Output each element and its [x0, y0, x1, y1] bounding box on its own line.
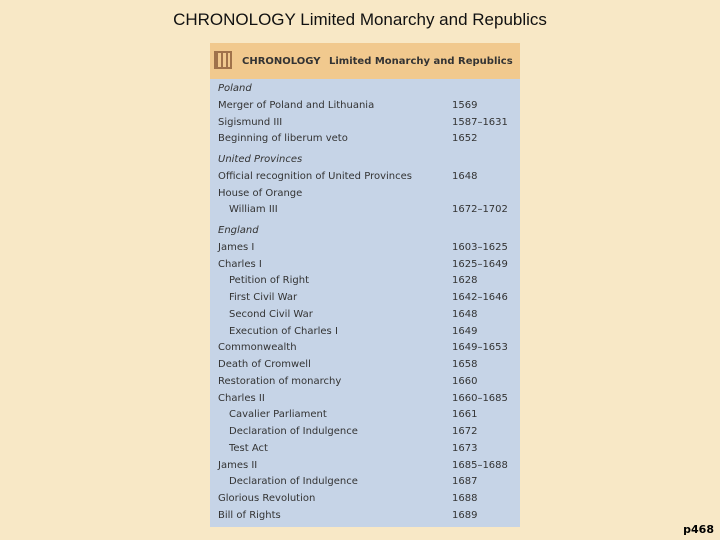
event: Execution of Charles I — [229, 325, 338, 337]
event: Declaration of Indulgence — [229, 476, 358, 488]
date: 1689 — [452, 509, 478, 521]
event: Commonwealth — [218, 342, 297, 354]
event: Merger of Poland and Lithuania — [218, 99, 375, 111]
event: James I — [218, 241, 255, 253]
section-heading: Poland — [218, 83, 252, 94]
event: Petition of Right — [229, 275, 310, 287]
date: 1649 — [452, 325, 478, 337]
event: Cavalier Parliament — [229, 409, 327, 421]
date: 1587–1631 — [452, 116, 508, 128]
date: 1648 — [452, 308, 478, 320]
event: Test Act — [229, 442, 268, 454]
date: 1648 — [452, 170, 478, 182]
event: Declaration of Indulgence — [229, 426, 358, 437]
event: House of Orange — [218, 187, 303, 199]
date: 1673 — [452, 442, 478, 454]
event: Official recognition of United Provinces — [218, 170, 412, 182]
event: Beginning of liberum veto — [218, 133, 348, 145]
event: Charles I — [218, 258, 262, 270]
date: 1660 — [452, 375, 478, 387]
date: 1628 — [452, 275, 478, 287]
date: 1672–1702 — [452, 204, 508, 216]
slide-title: CHRONOLOGY Limited Monarchy and Republic… — [173, 10, 547, 29]
box-title: Limited Monarchy and Republics — [329, 56, 513, 67]
date: 1685–1688 — [452, 459, 508, 471]
event: Bill of Rights — [218, 509, 281, 521]
event: James II — [218, 459, 258, 471]
date: 1688 — [452, 493, 478, 504]
date: 1603–1625 — [452, 241, 508, 253]
event: Charles II — [218, 392, 265, 404]
event: First Civil War — [229, 292, 298, 303]
page-label: p468 — [683, 523, 714, 536]
event: Glorious Revolution — [218, 493, 316, 504]
section-heading: United Provinces — [218, 154, 303, 165]
date: 1642–1646 — [452, 292, 508, 303]
icon — [214, 51, 232, 69]
event: Second Civil War — [229, 308, 313, 320]
date: 1649–1653 — [452, 342, 508, 354]
box-header: CHRONOLOGY Limited Monarchy and Republic… — [210, 43, 520, 79]
date: 1672 — [452, 426, 478, 437]
section-heading: England — [218, 225, 259, 236]
event: Restoration of monarchy — [218, 375, 342, 387]
event: William III — [229, 204, 278, 216]
event: Death of Cromwell — [218, 359, 311, 370]
box-label: CHRONOLOGY — [242, 56, 321, 67]
date: 1658 — [452, 359, 478, 370]
event: Sigismund III — [218, 116, 283, 128]
date: 1569 — [452, 99, 478, 111]
date: 1660–1685 — [452, 392, 508, 404]
chronology-box: CHRONOLOGY Limited Monarchy and Republic… — [210, 43, 520, 527]
date: 1625–1649 — [452, 258, 508, 270]
date: 1661 — [452, 409, 478, 421]
date: 1652 — [452, 133, 478, 145]
date: 1687 — [452, 476, 478, 488]
